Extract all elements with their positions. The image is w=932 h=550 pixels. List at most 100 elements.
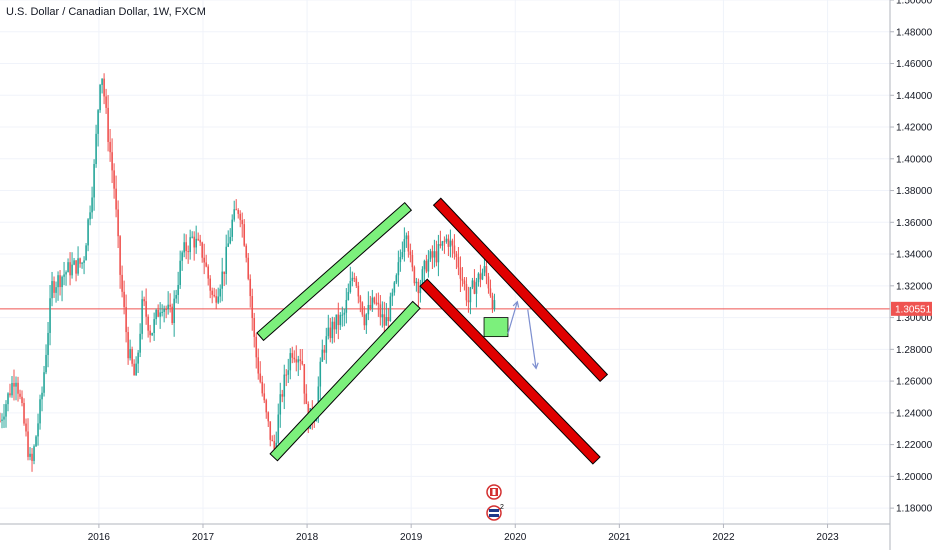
grid xyxy=(0,0,890,524)
candle-body xyxy=(5,404,7,417)
candle-body xyxy=(95,133,97,165)
candle-body xyxy=(147,316,149,331)
candle-body xyxy=(405,235,408,240)
candle-body xyxy=(123,291,125,308)
candle-body xyxy=(301,361,304,365)
candle-body xyxy=(257,357,260,374)
candle-body xyxy=(77,258,79,274)
candle-body xyxy=(139,333,141,353)
candle-body xyxy=(317,386,320,413)
price-tick-label: 1.24000 xyxy=(896,408,932,419)
time-tick-label: 2018 xyxy=(296,532,319,543)
candle-body xyxy=(15,382,17,387)
price-tick-label: 1.22000 xyxy=(896,440,932,451)
candle-body xyxy=(49,298,51,333)
candle-body xyxy=(457,257,460,268)
candle-body xyxy=(335,314,338,330)
candle-body xyxy=(259,373,262,382)
candle-body xyxy=(203,257,205,263)
candle-body xyxy=(485,266,488,277)
candle-body xyxy=(393,282,396,293)
price-tick-label: 1.44000 xyxy=(896,91,932,102)
candle-body xyxy=(411,254,414,268)
candle-body xyxy=(467,300,470,303)
candle-body xyxy=(205,262,207,267)
candle-body xyxy=(391,292,394,297)
candle-body xyxy=(151,333,153,336)
price-tick-label: 1.34000 xyxy=(896,250,932,261)
candle-body xyxy=(275,442,278,449)
candle-body xyxy=(67,262,69,273)
candle-body xyxy=(447,238,450,247)
candle-body xyxy=(235,209,238,211)
drawings[interactable] xyxy=(256,197,609,465)
falling-channel-upper xyxy=(432,197,609,383)
candle-body xyxy=(261,381,264,394)
time-axis[interactable]: 2016 2017 2018 2019 2020 2021 2022 2023 xyxy=(0,523,890,543)
candle-body xyxy=(303,364,306,394)
candle-body xyxy=(93,164,95,198)
candle-body xyxy=(145,301,147,317)
candle-body xyxy=(475,282,478,294)
candle-body xyxy=(449,240,452,247)
candle-body xyxy=(107,107,109,142)
candle-body xyxy=(337,314,340,326)
candle-body xyxy=(195,238,197,248)
candle-body xyxy=(75,260,77,274)
candle-body xyxy=(159,312,161,317)
rising-channel-lower xyxy=(269,300,421,462)
candle-body xyxy=(21,396,23,403)
arrow-head xyxy=(512,300,520,308)
candle-body xyxy=(287,370,290,375)
candle-body xyxy=(101,78,103,85)
candle-body xyxy=(369,304,372,309)
candle-body xyxy=(379,304,382,318)
candle-body xyxy=(199,239,201,243)
canadian-flag-icon-stripe xyxy=(492,489,496,495)
candle-body xyxy=(0,420,1,422)
time-tick-label: 2017 xyxy=(192,532,215,543)
last-price-badge xyxy=(891,301,932,316)
candle-body xyxy=(155,309,157,320)
candle-body xyxy=(299,359,302,362)
candle-body xyxy=(293,357,296,360)
candle-body xyxy=(191,236,193,238)
event-markers[interactable]: 2 xyxy=(486,484,504,521)
candle-body xyxy=(37,423,39,437)
candle-body xyxy=(471,280,474,288)
candle-body xyxy=(383,314,386,326)
candle-body xyxy=(295,359,298,363)
candle-body xyxy=(469,287,472,303)
candle-body xyxy=(51,281,53,299)
candle-body xyxy=(357,285,360,297)
candle-body xyxy=(459,267,462,279)
price-axis[interactable]: 1.18000 1.20000 1.22000 1.24000 1.26000 1.280… xyxy=(889,0,932,550)
candle-body xyxy=(89,212,91,220)
candle-body xyxy=(221,271,223,289)
candle-body xyxy=(225,246,228,274)
candle-body xyxy=(431,251,434,258)
candle-body xyxy=(121,274,123,292)
candle-body xyxy=(149,330,151,336)
candle-body xyxy=(267,412,270,422)
candle-body xyxy=(83,260,85,263)
candle-body xyxy=(373,297,376,303)
candle-body xyxy=(173,298,175,324)
event-count: 2 xyxy=(500,504,504,511)
time-tick-label: 2019 xyxy=(400,532,423,543)
candle-body xyxy=(43,372,45,393)
candle-body xyxy=(365,314,368,326)
candle-body xyxy=(47,332,49,355)
candle-body xyxy=(239,213,242,221)
candle-body xyxy=(141,299,143,334)
candle-body xyxy=(55,287,57,293)
candle-body xyxy=(27,431,29,457)
projection-arrow xyxy=(507,301,518,334)
candle-body xyxy=(39,399,41,424)
candle-body xyxy=(427,259,430,272)
candle-body xyxy=(167,304,169,310)
candle-body xyxy=(161,311,163,313)
candle-body xyxy=(343,312,346,315)
candle-body xyxy=(359,296,362,303)
